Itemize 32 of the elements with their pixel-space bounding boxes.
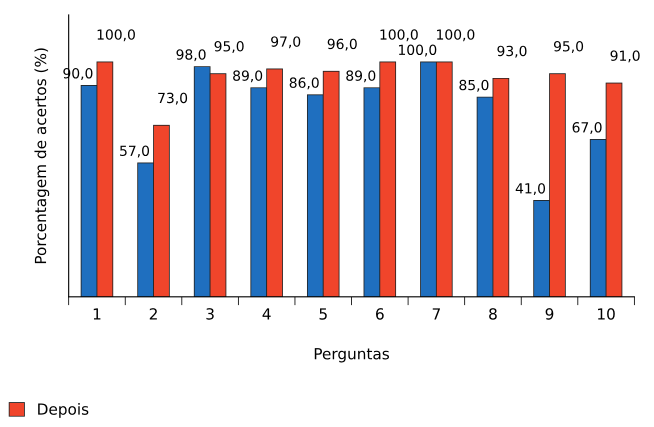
legend-label: Depois (38, 403, 88, 418)
x-tick-label: 9 (546, 308, 554, 320)
data-label: 100,0 (380, 29, 418, 42)
x-tick-label: 1 (94, 308, 100, 320)
data-label: 100,0 (398, 44, 436, 56)
data-label: 86,0 (290, 77, 319, 90)
data-label: 73,0 (158, 92, 188, 105)
x-tick-label: 6 (376, 308, 384, 320)
x-tick-label: 2 (150, 308, 157, 320)
data-label: 98,0 (176, 49, 206, 62)
data-label: 89,0 (233, 70, 262, 82)
data-label: 67,0 (572, 122, 602, 134)
x-tick-label: 4 (262, 308, 271, 320)
data-label: 100,0 (98, 29, 135, 42)
x-tick-label: 10 (598, 308, 615, 320)
data-label: 96,0 (328, 38, 357, 51)
data-label: 91,0 (610, 50, 640, 62)
data-label: 95,0 (554, 41, 584, 53)
x-axis-title: Perguntas (314, 348, 390, 362)
data-label: 57,0 (120, 146, 150, 158)
x-tick-label: 3 (206, 308, 214, 320)
data-label: 89,0 (346, 70, 376, 82)
x-tick-label: 5 (320, 308, 327, 320)
x-tick-label: 8 (489, 308, 497, 320)
data-label: 93,0 (497, 46, 527, 58)
data-label: 100,0 (437, 29, 474, 42)
data-label: 85,0 (459, 80, 488, 92)
data-label: 97,0 (271, 36, 300, 48)
y-axis-title: Porcentagem de acertos (%) (34, 48, 50, 264)
data-label: 95,0 (214, 41, 244, 53)
x-tick-label: 7 (432, 308, 440, 320)
data-label: 41,0 (516, 183, 546, 196)
